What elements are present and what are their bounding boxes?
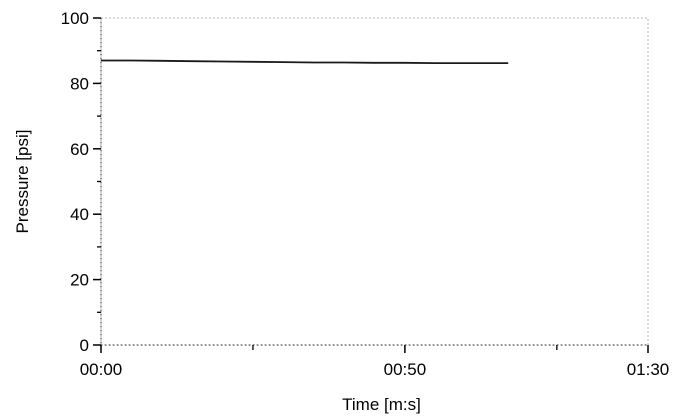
- x-axis-label: Time [m:s]: [342, 395, 421, 414]
- y-tick-label: 0: [80, 336, 89, 355]
- y-tick-label: 40: [70, 205, 89, 224]
- y-tick-label: 100: [61, 9, 89, 28]
- x-tick-label: 00:00: [80, 360, 123, 379]
- x-tick-label: 01:30: [627, 360, 670, 379]
- y-tick-label: 20: [70, 271, 89, 290]
- plot-frame: [100, 17, 649, 346]
- pressure-series-line: [101, 59, 509, 64]
- y-tick-label: 80: [70, 74, 89, 93]
- y-tick-label: 60: [70, 140, 89, 159]
- x-tick-label: 00:50: [384, 360, 427, 379]
- y-axis-label: Pressure [psi]: [13, 130, 32, 234]
